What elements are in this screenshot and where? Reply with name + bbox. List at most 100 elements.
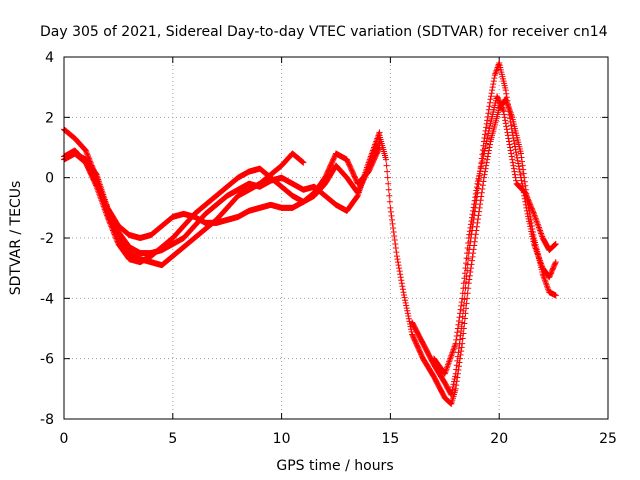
data-point [391, 232, 398, 239]
data-point [453, 366, 460, 373]
data-point [474, 180, 481, 187]
data-point [504, 101, 511, 108]
data-point [108, 223, 115, 230]
data-point [390, 224, 397, 231]
y-tick-label: -6 [40, 352, 54, 368]
data-point [523, 193, 530, 200]
data-point [529, 233, 536, 240]
data-point [396, 268, 403, 275]
x-tick-label: 5 [168, 431, 177, 447]
data-point [496, 99, 503, 106]
data-point [491, 75, 498, 82]
data-point [460, 307, 467, 314]
y-tick-label: -4 [40, 291, 54, 307]
data-point [451, 376, 458, 383]
data-point [505, 104, 512, 111]
data-point [83, 150, 90, 157]
data-point [483, 159, 490, 166]
data-point [465, 235, 472, 241]
data-point [467, 221, 474, 228]
data-point [484, 117, 491, 124]
data-point [512, 146, 519, 153]
data-point [496, 98, 503, 105]
y-tick-label: -2 [40, 231, 54, 247]
data-point [510, 165, 517, 172]
data-point [482, 142, 489, 149]
data-point [549, 266, 556, 273]
data-point [399, 286, 406, 293]
data-point [394, 256, 401, 263]
data-point [529, 206, 536, 213]
data-point [466, 228, 473, 235]
satellite-track-7 [430, 93, 559, 377]
data-point [466, 276, 473, 283]
data-point [551, 242, 558, 249]
data-point [472, 190, 479, 197]
data-point [551, 261, 558, 268]
data-point [107, 222, 114, 229]
data-point [106, 219, 113, 226]
data-point [502, 87, 509, 94]
data-point [486, 99, 493, 106]
data-point [395, 262, 402, 269]
data-point [476, 173, 483, 180]
data-point [484, 132, 491, 139]
data-point [458, 348, 465, 355]
data-point [497, 102, 504, 109]
data-point [505, 138, 512, 145]
data-point [505, 108, 512, 115]
data-point [506, 111, 513, 118]
data-point [552, 292, 559, 299]
data-point [393, 253, 400, 260]
data-point [466, 272, 473, 279]
tick-labels: 0 5 10 15 20 25 -8 -6 -4 -2 0 2 4 [40, 50, 617, 447]
data-point [484, 156, 491, 163]
data-point [479, 185, 486, 192]
data-point [408, 328, 415, 335]
data-point [525, 213, 532, 220]
data-point [403, 305, 410, 312]
data-point [489, 87, 496, 94]
data-point [480, 153, 487, 160]
data-point [509, 156, 516, 163]
data-point [485, 110, 492, 117]
data-point [447, 400, 454, 407]
data-point [513, 152, 520, 159]
y-tick-label: 2 [45, 110, 54, 126]
x-tick-label: 10 [273, 431, 291, 447]
data-point [400, 289, 407, 296]
data-point [401, 291, 407, 298]
data-point [512, 174, 519, 181]
data-point [476, 170, 483, 177]
data-point [470, 204, 477, 211]
data-point [529, 236, 536, 243]
data-point [520, 170, 527, 177]
data-point [467, 265, 474, 272]
data-point [488, 93, 495, 100]
data-point [511, 171, 518, 178]
data-point [455, 317, 462, 324]
data-point [490, 81, 497, 88]
data-point [485, 147, 492, 154]
data-point [452, 370, 459, 377]
data-point [395, 259, 402, 266]
data-point [457, 306, 464, 313]
data-point [551, 262, 558, 269]
data-point [404, 307, 411, 314]
data-point [514, 157, 521, 164]
data-point [501, 111, 508, 118]
data-point [398, 277, 405, 284]
data-point [466, 231, 473, 238]
data-point [470, 207, 477, 214]
x-tick-label: 0 [60, 431, 69, 447]
data-point [552, 241, 559, 248]
data-point [503, 90, 510, 97]
data-point [452, 340, 459, 347]
data-point [451, 378, 458, 385]
data-point [401, 294, 408, 301]
data-point [525, 215, 532, 222]
data-point [392, 245, 399, 252]
data-point [502, 120, 509, 127]
data-point [500, 108, 507, 115]
